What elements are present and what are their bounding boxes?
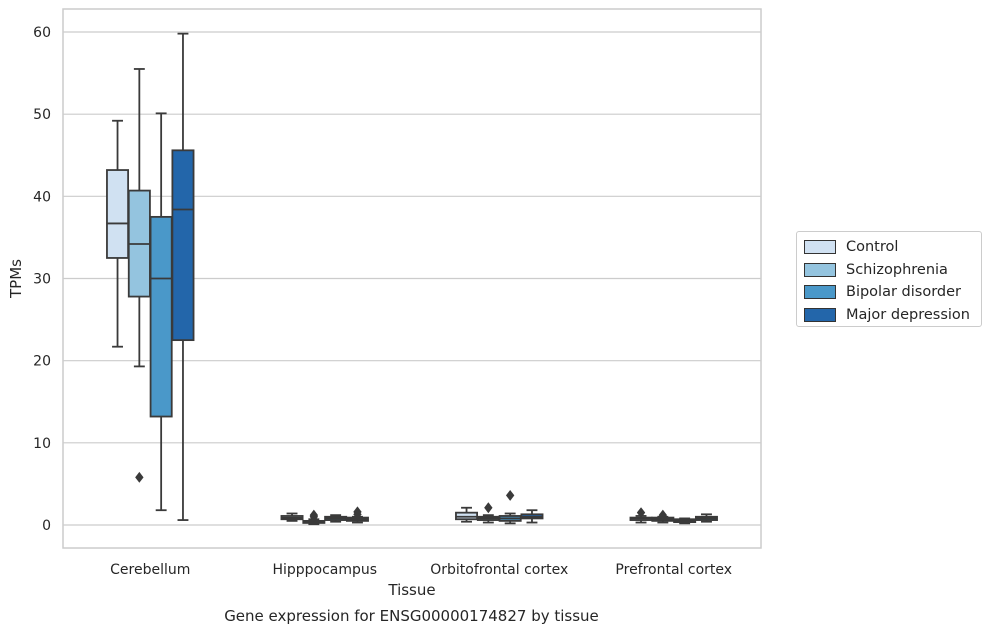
outlier-point	[309, 511, 319, 523]
x-tick-label: Prefrontal cortex	[615, 562, 732, 578]
x-tick-label: Hipppocampus	[272, 562, 377, 578]
x-tick-label: Cerebellum	[110, 562, 190, 578]
legend-label: Major depression	[846, 306, 970, 323]
legend: Control Schizophrenia Bipolar disorder Majo…	[796, 231, 982, 327]
legend-swatch	[804, 262, 836, 277]
x-tick-label: Orbitofrontal cortex	[430, 562, 568, 578]
y-tick-label: 60	[33, 25, 51, 41]
outlier-point	[636, 507, 646, 519]
legend-label: Bipolar disorder	[846, 284, 961, 301]
legend-label: Schizophrenia	[846, 261, 948, 278]
y-tick-label: 30	[33, 272, 51, 288]
outlier-point	[505, 489, 515, 501]
box	[149, 215, 173, 418]
y-tick-label: 50	[33, 107, 51, 123]
y-tick-label: 20	[33, 354, 51, 370]
legend-label: Control	[846, 239, 899, 256]
chart-caption: Gene expression for ENSG00000174827 by t…	[224, 607, 599, 625]
outlier-point	[484, 502, 493, 514]
outlier-point	[353, 508, 362, 520]
legend-swatch	[804, 285, 836, 300]
legend-item: Bipolar disorder	[804, 281, 981, 304]
box	[171, 149, 195, 342]
outlier-point	[135, 471, 144, 483]
y-axis-label: TPMs	[7, 259, 25, 299]
y-tick-label: 40	[33, 189, 51, 205]
legend-swatch	[804, 307, 836, 322]
legend-item: Control	[804, 236, 981, 259]
legend-item: Major depression	[804, 304, 981, 327]
outlier-point	[658, 509, 668, 521]
plot-frame	[62, 8, 762, 549]
legend-item: Schizophrenia	[804, 259, 981, 282]
box	[106, 169, 130, 259]
x-axis-label: Tissue	[387, 581, 435, 599]
legend-swatch	[804, 240, 836, 255]
y-tick-label: 0	[42, 518, 51, 534]
y-tick-label: 10	[33, 436, 51, 452]
